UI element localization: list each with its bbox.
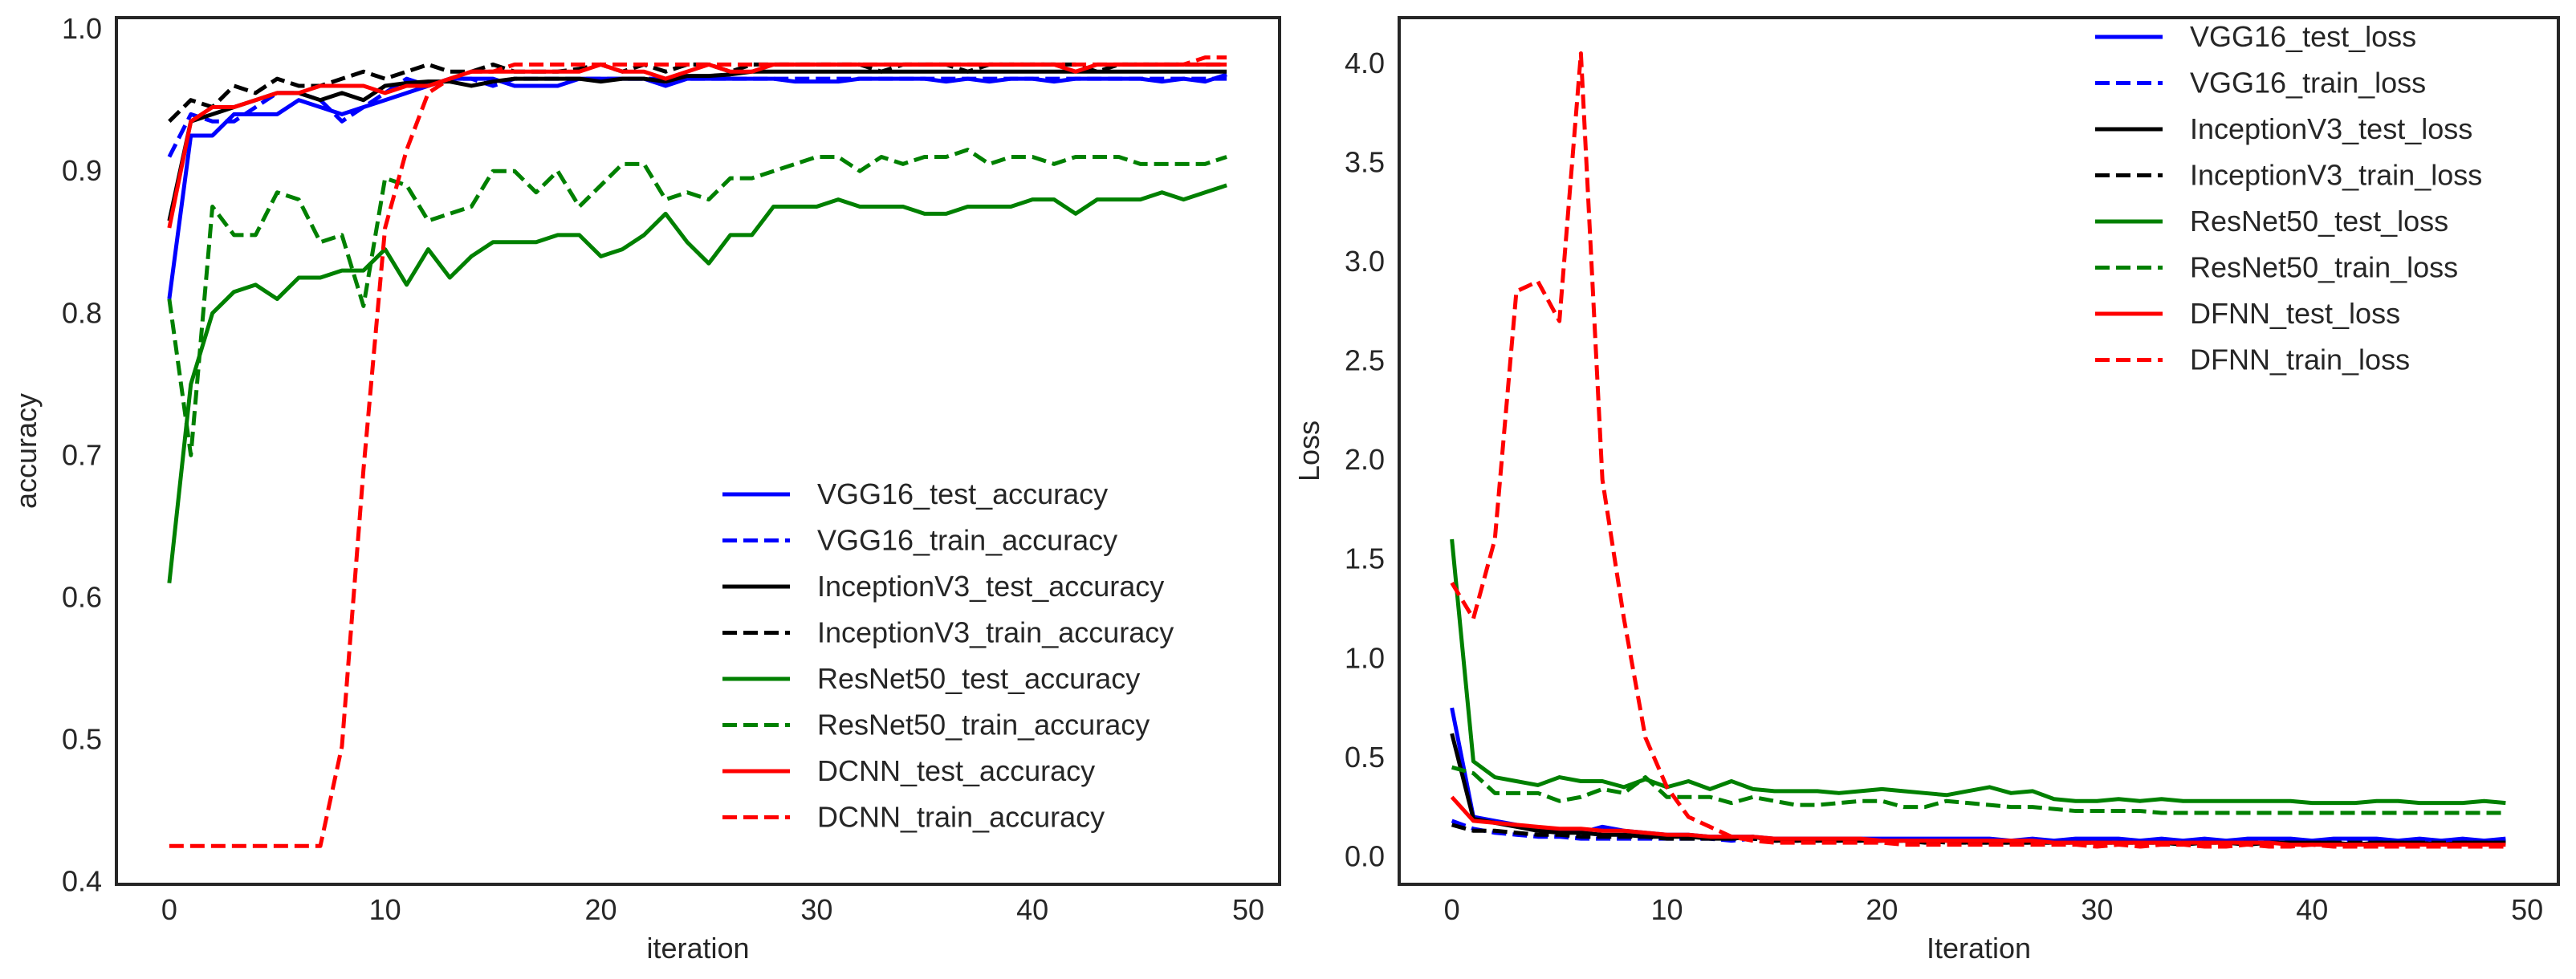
x-tick-label: 30 xyxy=(800,893,832,926)
x-tick-label: 0 xyxy=(161,893,177,926)
legend-label: InceptionV3_train_accuracy xyxy=(817,616,1174,649)
y-tick-label: 3.5 xyxy=(1345,145,1385,178)
series-line-resnet50-train-accuracy xyxy=(167,148,1227,457)
y-tick-label: 3.0 xyxy=(1345,245,1385,278)
axes-frame xyxy=(1398,16,2560,886)
y-tick-label: 0.5 xyxy=(62,722,102,755)
series-line-resnet50-train-loss xyxy=(1451,765,2506,815)
legend-label: InceptionV3_test_loss xyxy=(2190,112,2472,145)
legend-label: VGG16_test_loss xyxy=(2190,20,2416,53)
x-tick-label: 20 xyxy=(1866,893,1898,926)
axes-frame xyxy=(115,16,1281,886)
legend-label: ResNet50_train_accuracy xyxy=(817,709,1150,741)
legend-label: InceptionV3_train_loss xyxy=(2190,159,2482,192)
y-axis-label: accuracy xyxy=(10,393,43,509)
legend-label: ResNet50_train_loss xyxy=(2190,251,2458,284)
legend-label: InceptionV3_test_accuracy xyxy=(817,570,1164,603)
y-tick-label: 0.6 xyxy=(62,580,102,613)
series-line-vgg16-train-accuracy xyxy=(167,76,1227,158)
y-axis-label: Loss xyxy=(1292,420,1325,481)
legend-item-dcnn-train-accuracy: DCNN_train_accuracy xyxy=(722,801,1105,834)
legend-item-resnet50-test-accuracy: ResNet50_test_accuracy xyxy=(722,662,1140,695)
series-line-dcnn-train-accuracy xyxy=(169,55,1227,848)
legend-label: ResNet50_test_loss xyxy=(2190,205,2448,238)
legend-item-vgg16-test-loss: VGG16_test_loss xyxy=(2095,20,2416,53)
y-tick-label: 1.0 xyxy=(1345,641,1385,674)
legend-item-inceptionv3-train-accuracy: InceptionV3_train_accuracy xyxy=(722,616,1174,649)
legend: VGG16_test_loss VGG16_train_loss Inception… xyxy=(2095,20,2482,376)
series-line-resnet50-test-loss xyxy=(1450,538,2506,806)
x-tick-label: 50 xyxy=(1232,893,1264,926)
y-tick-label: 2.0 xyxy=(1345,443,1385,476)
x-tick-label: 10 xyxy=(369,893,401,926)
legend-label: ResNet50_test_accuracy xyxy=(817,662,1140,695)
legend-item-resnet50-train-accuracy: ResNet50_train_accuracy xyxy=(722,709,1150,741)
y-tick-label: 0.9 xyxy=(62,154,102,187)
series-line-inceptionv3-test-accuracy xyxy=(167,69,1227,221)
x-tick-label: 50 xyxy=(2511,893,2543,926)
series-line-dcnn-test-accuracy xyxy=(167,62,1227,229)
y-tick-label: 0.7 xyxy=(62,438,102,471)
accuracy-panel: 0 10 20 30 40 50 0.4 0.5 0.6 0.7 0.8 0.9 1.0 iteratio… xyxy=(10,12,1281,965)
x-axis-label: Iteration xyxy=(1927,932,2031,965)
legend-item-resnet50-test-loss: ResNet50_test_loss xyxy=(2095,205,2448,238)
y-tick-label: 0.5 xyxy=(1345,741,1385,774)
y-tick-label: 0.0 xyxy=(1345,839,1385,872)
x-axis-label: iteration xyxy=(646,932,749,965)
series-line-resnet50-test-accuracy xyxy=(167,183,1227,583)
legend-label: VGG16_train_accuracy xyxy=(817,524,1117,557)
loss-panel: 0 10 20 30 40 50 0.0 0.5 1.0 1.5 2.0 2.5 3.0 3.5 4.0 It… xyxy=(1292,16,2560,965)
series-group xyxy=(1450,51,2506,849)
legend-label: DCNN_train_accuracy xyxy=(817,801,1105,834)
legend-label: DCNN_test_accuracy xyxy=(817,754,1095,787)
legend-item-dfnn-train-loss: DFNN_train_loss xyxy=(2095,343,2410,376)
series-group xyxy=(167,55,1227,848)
legend-item-vgg16-test-accuracy: VGG16_test_accuracy xyxy=(722,477,1108,510)
legend: VGG16_test_accuracy VGG16_train_accuracy I… xyxy=(722,477,1174,834)
legend-label: VGG16_test_accuracy xyxy=(817,477,1108,510)
y-tick-label: 2.5 xyxy=(1345,344,1385,377)
y-tick-label: 4.0 xyxy=(1345,47,1385,79)
legend-item-dcnn-test-accuracy: DCNN_test_accuracy xyxy=(722,754,1095,787)
x-tick-label: 30 xyxy=(2081,893,2113,926)
legend-item-dfnn-test-loss: DFNN_test_loss xyxy=(2095,297,2400,330)
legend-label: VGG16_train_loss xyxy=(2190,67,2426,100)
legend-item-inceptionv3-train-loss: InceptionV3_train_loss xyxy=(2095,159,2482,192)
x-tick-label: 40 xyxy=(1016,893,1048,926)
legend-item-vgg16-train-loss: VGG16_train_loss xyxy=(2095,67,2426,100)
legend-label: DFNN_train_loss xyxy=(2190,343,2410,376)
y-tick-label: 1.5 xyxy=(1345,542,1385,575)
y-tick-label: 0.4 xyxy=(62,864,102,897)
x-tick-label: 10 xyxy=(1651,893,1683,926)
x-tick-label: 40 xyxy=(2296,893,2328,926)
legend-item-resnet50-train-loss: ResNet50_train_loss xyxy=(2095,251,2458,284)
legend-label: DFNN_test_loss xyxy=(2190,297,2400,330)
legend-item-vgg16-train-accuracy: VGG16_train_accuracy xyxy=(722,524,1117,557)
y-tick-label: 0.8 xyxy=(62,296,102,329)
y-tick-label: 1.0 xyxy=(62,12,102,45)
series-line-dfnn-train-loss xyxy=(1450,51,2506,849)
legend-item-inceptionv3-test-accuracy: InceptionV3_test_accuracy xyxy=(722,570,1164,603)
legend-item-inceptionv3-test-loss: InceptionV3_test_loss xyxy=(2095,112,2472,145)
x-tick-label: 0 xyxy=(1444,893,1460,926)
x-tick-label: 20 xyxy=(585,893,617,926)
